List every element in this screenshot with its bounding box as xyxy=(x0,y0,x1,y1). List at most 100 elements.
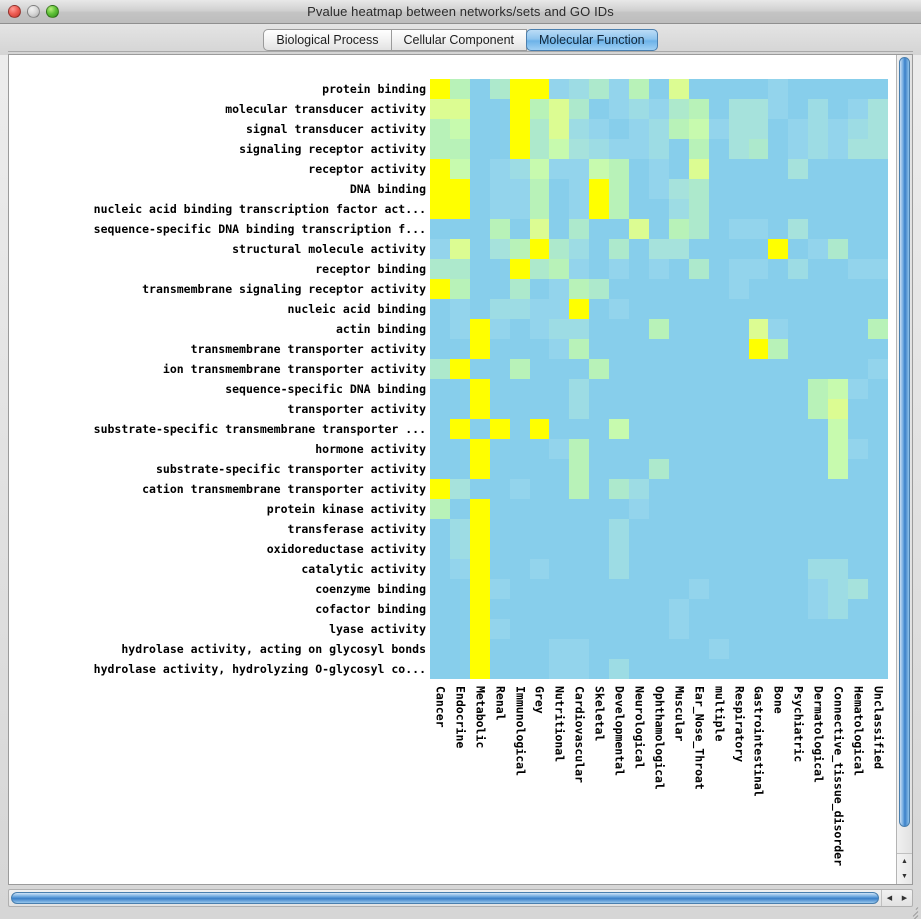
heatmap-cell[interactable] xyxy=(489,199,510,219)
heatmap-cell[interactable] xyxy=(848,299,868,319)
heatmap-cell[interactable] xyxy=(748,499,769,519)
heatmap-cell[interactable] xyxy=(748,639,769,659)
heatmap-cell[interactable] xyxy=(788,419,809,439)
heatmap-cell[interactable] xyxy=(629,499,649,519)
heatmap-cell[interactable] xyxy=(867,179,888,199)
horizontal-scrollbar-thumb[interactable] xyxy=(11,892,879,904)
heatmap-cell[interactable] xyxy=(668,279,689,299)
heatmap-cell[interactable] xyxy=(788,399,809,419)
heatmap-cell[interactable] xyxy=(629,199,649,219)
heatmap-cell[interactable] xyxy=(748,239,769,259)
heatmap-cell[interactable] xyxy=(748,419,769,439)
heatmap-cell[interactable] xyxy=(449,499,470,519)
heatmap-cell[interactable] xyxy=(748,519,769,539)
heatmap-cell[interactable] xyxy=(728,439,749,459)
heatmap-cell[interactable] xyxy=(708,379,729,399)
heatmap-cell[interactable] xyxy=(449,339,470,359)
heatmap-cell[interactable] xyxy=(509,459,530,479)
heatmap-cell[interactable] xyxy=(708,279,729,299)
heatmap-cell[interactable] xyxy=(668,499,689,519)
heatmap-cell[interactable] xyxy=(788,559,809,579)
heatmap-cell[interactable] xyxy=(549,499,570,519)
heatmap-cell[interactable] xyxy=(808,179,829,199)
heatmap-cell[interactable] xyxy=(629,179,649,199)
heatmap-cell[interactable] xyxy=(688,299,709,319)
heatmap-cell[interactable] xyxy=(708,219,729,239)
heatmap-cell[interactable] xyxy=(828,379,849,399)
heatmap-cell[interactable] xyxy=(609,639,630,659)
heatmap-cell[interactable] xyxy=(569,539,590,559)
heatmap-cell[interactable] xyxy=(648,599,669,619)
heatmap-cell[interactable] xyxy=(589,459,610,479)
heatmap-cell[interactable] xyxy=(469,599,490,619)
heatmap-cell[interactable] xyxy=(648,379,669,399)
heatmap-cell[interactable] xyxy=(808,419,829,439)
heatmap-cell[interactable] xyxy=(748,319,769,339)
heatmap-cell[interactable] xyxy=(808,539,829,559)
heatmap-cell[interactable] xyxy=(569,299,590,319)
heatmap-cell[interactable] xyxy=(867,399,888,419)
heatmap-cell[interactable] xyxy=(867,279,888,299)
heatmap-cell[interactable] xyxy=(708,619,729,639)
heatmap-cell[interactable] xyxy=(589,139,610,159)
heatmap-cell[interactable] xyxy=(848,339,868,359)
heatmap-cell[interactable] xyxy=(788,579,809,599)
heatmap-cell[interactable] xyxy=(708,399,729,419)
heatmap-cell[interactable] xyxy=(589,259,610,279)
heatmap-cell[interactable] xyxy=(469,299,490,319)
heatmap-cell[interactable] xyxy=(549,159,570,179)
heatmap-cell[interactable] xyxy=(589,299,610,319)
heatmap-cell[interactable] xyxy=(867,459,888,479)
heatmap-cell[interactable] xyxy=(848,399,868,419)
heatmap-cell[interactable] xyxy=(529,399,550,419)
heatmap-cell[interactable] xyxy=(708,479,729,499)
close-button[interactable] xyxy=(8,5,21,18)
heatmap-cell[interactable] xyxy=(529,459,550,479)
heatmap-cell[interactable] xyxy=(668,259,689,279)
heatmap-cell[interactable] xyxy=(648,179,669,199)
heatmap-cell[interactable] xyxy=(668,319,689,339)
heatmap-cell[interactable] xyxy=(867,599,888,619)
heatmap-cell[interactable] xyxy=(648,139,669,159)
heatmap-cell[interactable] xyxy=(609,159,630,179)
heatmap-cell[interactable] xyxy=(430,639,450,659)
heatmap-cell[interactable] xyxy=(848,139,868,159)
tab-biological-process[interactable]: Biological Process xyxy=(263,28,392,51)
heatmap-cell[interactable] xyxy=(808,599,829,619)
heatmap-cell[interactable] xyxy=(688,439,709,459)
heatmap-cell[interactable] xyxy=(688,119,709,139)
heatmap-cell[interactable] xyxy=(688,459,709,479)
heatmap-cell[interactable] xyxy=(708,559,729,579)
heatmap-cell[interactable] xyxy=(430,619,450,639)
heatmap-cell[interactable] xyxy=(609,219,630,239)
heatmap-cell[interactable] xyxy=(430,279,450,299)
tab-cellular-component[interactable]: Cellular Component xyxy=(390,28,527,51)
heatmap-cell[interactable] xyxy=(469,479,490,499)
heatmap-cell[interactable] xyxy=(629,419,649,439)
heatmap-cell[interactable] xyxy=(768,419,789,439)
heatmap-cell[interactable] xyxy=(828,99,849,119)
heatmap-cell[interactable] xyxy=(609,319,630,339)
heatmap-cell[interactable] xyxy=(708,459,729,479)
heatmap-cell[interactable] xyxy=(629,479,649,499)
heatmap-cell[interactable] xyxy=(728,479,749,499)
heatmap-cell[interactable] xyxy=(629,379,649,399)
heatmap-cell[interactable] xyxy=(549,219,570,239)
heatmap-cell[interactable] xyxy=(648,319,669,339)
heatmap-cell[interactable] xyxy=(549,539,570,559)
heatmap-cell[interactable] xyxy=(808,439,829,459)
heatmap-cell[interactable] xyxy=(569,599,590,619)
heatmap-cell[interactable] xyxy=(728,539,749,559)
heatmap-cell[interactable] xyxy=(808,299,829,319)
heatmap-cell[interactable] xyxy=(529,219,550,239)
heatmap-cell[interactable] xyxy=(449,359,470,379)
heatmap-cell[interactable] xyxy=(529,539,550,559)
heatmap-cell[interactable] xyxy=(569,499,590,519)
heatmap-cell[interactable] xyxy=(668,579,689,599)
heatmap-cell[interactable] xyxy=(668,659,689,679)
heatmap-cell[interactable] xyxy=(688,599,709,619)
heatmap-cell[interactable] xyxy=(867,79,888,99)
heatmap-cell[interactable] xyxy=(430,179,450,199)
heatmap-cell[interactable] xyxy=(589,319,610,339)
heatmap-cell[interactable] xyxy=(688,239,709,259)
